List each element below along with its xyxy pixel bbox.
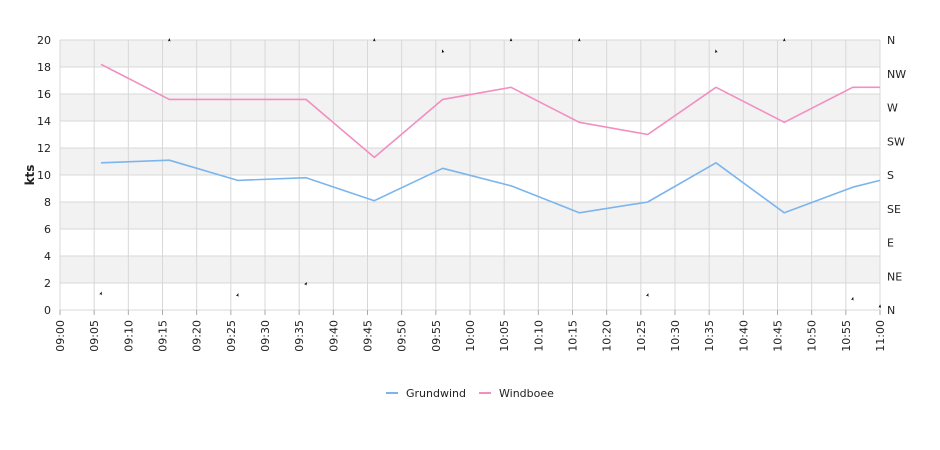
direction-marker	[509, 38, 513, 42]
legend-item-windboee[interactable]: Windboee	[479, 387, 554, 400]
direction-marker	[578, 38, 581, 42]
x-tick-label: 10:50	[806, 320, 819, 352]
x-tick-label: 10:20	[601, 320, 614, 352]
legend-item-grundwind[interactable]: Grundwind	[386, 387, 466, 400]
y-tick-label: 14	[37, 115, 51, 128]
x-tick-label: 11:00	[874, 320, 887, 352]
y-tick-label: 20	[37, 34, 51, 47]
x-tick-label: 09:45	[362, 320, 375, 352]
x-tick-label: 09:35	[293, 320, 306, 352]
y2-tick-label: SW	[887, 135, 905, 148]
x-tick-label: 09:10	[122, 320, 135, 352]
y2-tick-label: NW	[887, 68, 906, 81]
direction-marker	[715, 49, 718, 54]
series-lines	[100, 63, 881, 214]
y2-tick-label: N	[887, 34, 895, 47]
x-tick-label: 09:05	[88, 320, 101, 352]
legend-label: Windboee	[499, 387, 554, 400]
x-tick-label: 09:40	[327, 320, 340, 352]
x-tick-label: 10:30	[669, 320, 682, 352]
y-axis-title: kts	[23, 165, 37, 186]
y-tick-label: 16	[37, 88, 51, 101]
y2-axis-tick-labels: N NE E SE S SW W NW N	[887, 34, 906, 317]
x-tick-label: 09:55	[430, 320, 443, 352]
direction-marker	[441, 49, 445, 54]
x-axis-tick-labels: 09:00 09:05 09:10 09:15 09:20 09:25 09:30 09:35…	[54, 310, 887, 352]
y2-tick-label: S	[887, 169, 894, 182]
x-tick-label: 09:30	[259, 320, 272, 352]
x-tick-label: 09:25	[225, 320, 238, 352]
x-tick-label: 10:45	[772, 320, 785, 352]
y2-tick-label: NE	[887, 270, 902, 283]
y2-tick-label: E	[887, 237, 894, 250]
y2-tick-label: N	[887, 304, 895, 317]
direction-marker	[168, 38, 171, 42]
x-tick-label: 10:25	[635, 320, 648, 352]
y-tick-label: 12	[37, 142, 51, 155]
direction-marker	[783, 38, 786, 42]
series-line-grundwind	[100, 159, 881, 214]
y-tick-label: 0	[44, 304, 51, 317]
direction-marker	[851, 296, 854, 301]
y2-tick-label: SE	[887, 203, 901, 216]
legend: Grundwind Windboee	[386, 387, 554, 400]
x-tick-label: 10:15	[567, 320, 580, 352]
y-axis-tick-labels: 0 2 4 6 8 10 12 14 16 18 20	[37, 34, 51, 317]
direction-marker	[235, 293, 239, 297]
x-tick-label: 09:50	[396, 320, 409, 352]
y-tick-label: 18	[37, 61, 51, 74]
direction-marker	[373, 38, 376, 42]
direction-marker	[645, 293, 649, 297]
x-tick-label: 10:35	[703, 320, 716, 352]
x-tick-label: 10:40	[737, 320, 750, 352]
x-tick-label: 09:15	[157, 320, 170, 352]
legend-label: Grundwind	[406, 387, 466, 400]
y-tick-label: 4	[44, 250, 51, 263]
direction-marker	[304, 282, 308, 286]
direction-marker	[878, 304, 882, 308]
x-tick-label: 09:20	[191, 320, 204, 352]
y-tick-label: 8	[44, 196, 51, 209]
x-tick-label: 10:00	[464, 320, 477, 352]
x-tick-label: 10:05	[498, 320, 511, 352]
y2-tick-label: W	[887, 102, 898, 115]
direction-markers	[99, 38, 882, 308]
x-tick-label: 10:10	[532, 320, 545, 352]
series-line-windboee	[100, 63, 880, 159]
direction-marker	[99, 291, 102, 296]
x-tick-label: 09:00	[54, 320, 67, 352]
x-tick-label: 10:55	[840, 320, 853, 352]
y-tick-label: 6	[44, 223, 51, 236]
y-tick-label: 10	[37, 169, 51, 182]
y-tick-label: 2	[44, 277, 51, 290]
